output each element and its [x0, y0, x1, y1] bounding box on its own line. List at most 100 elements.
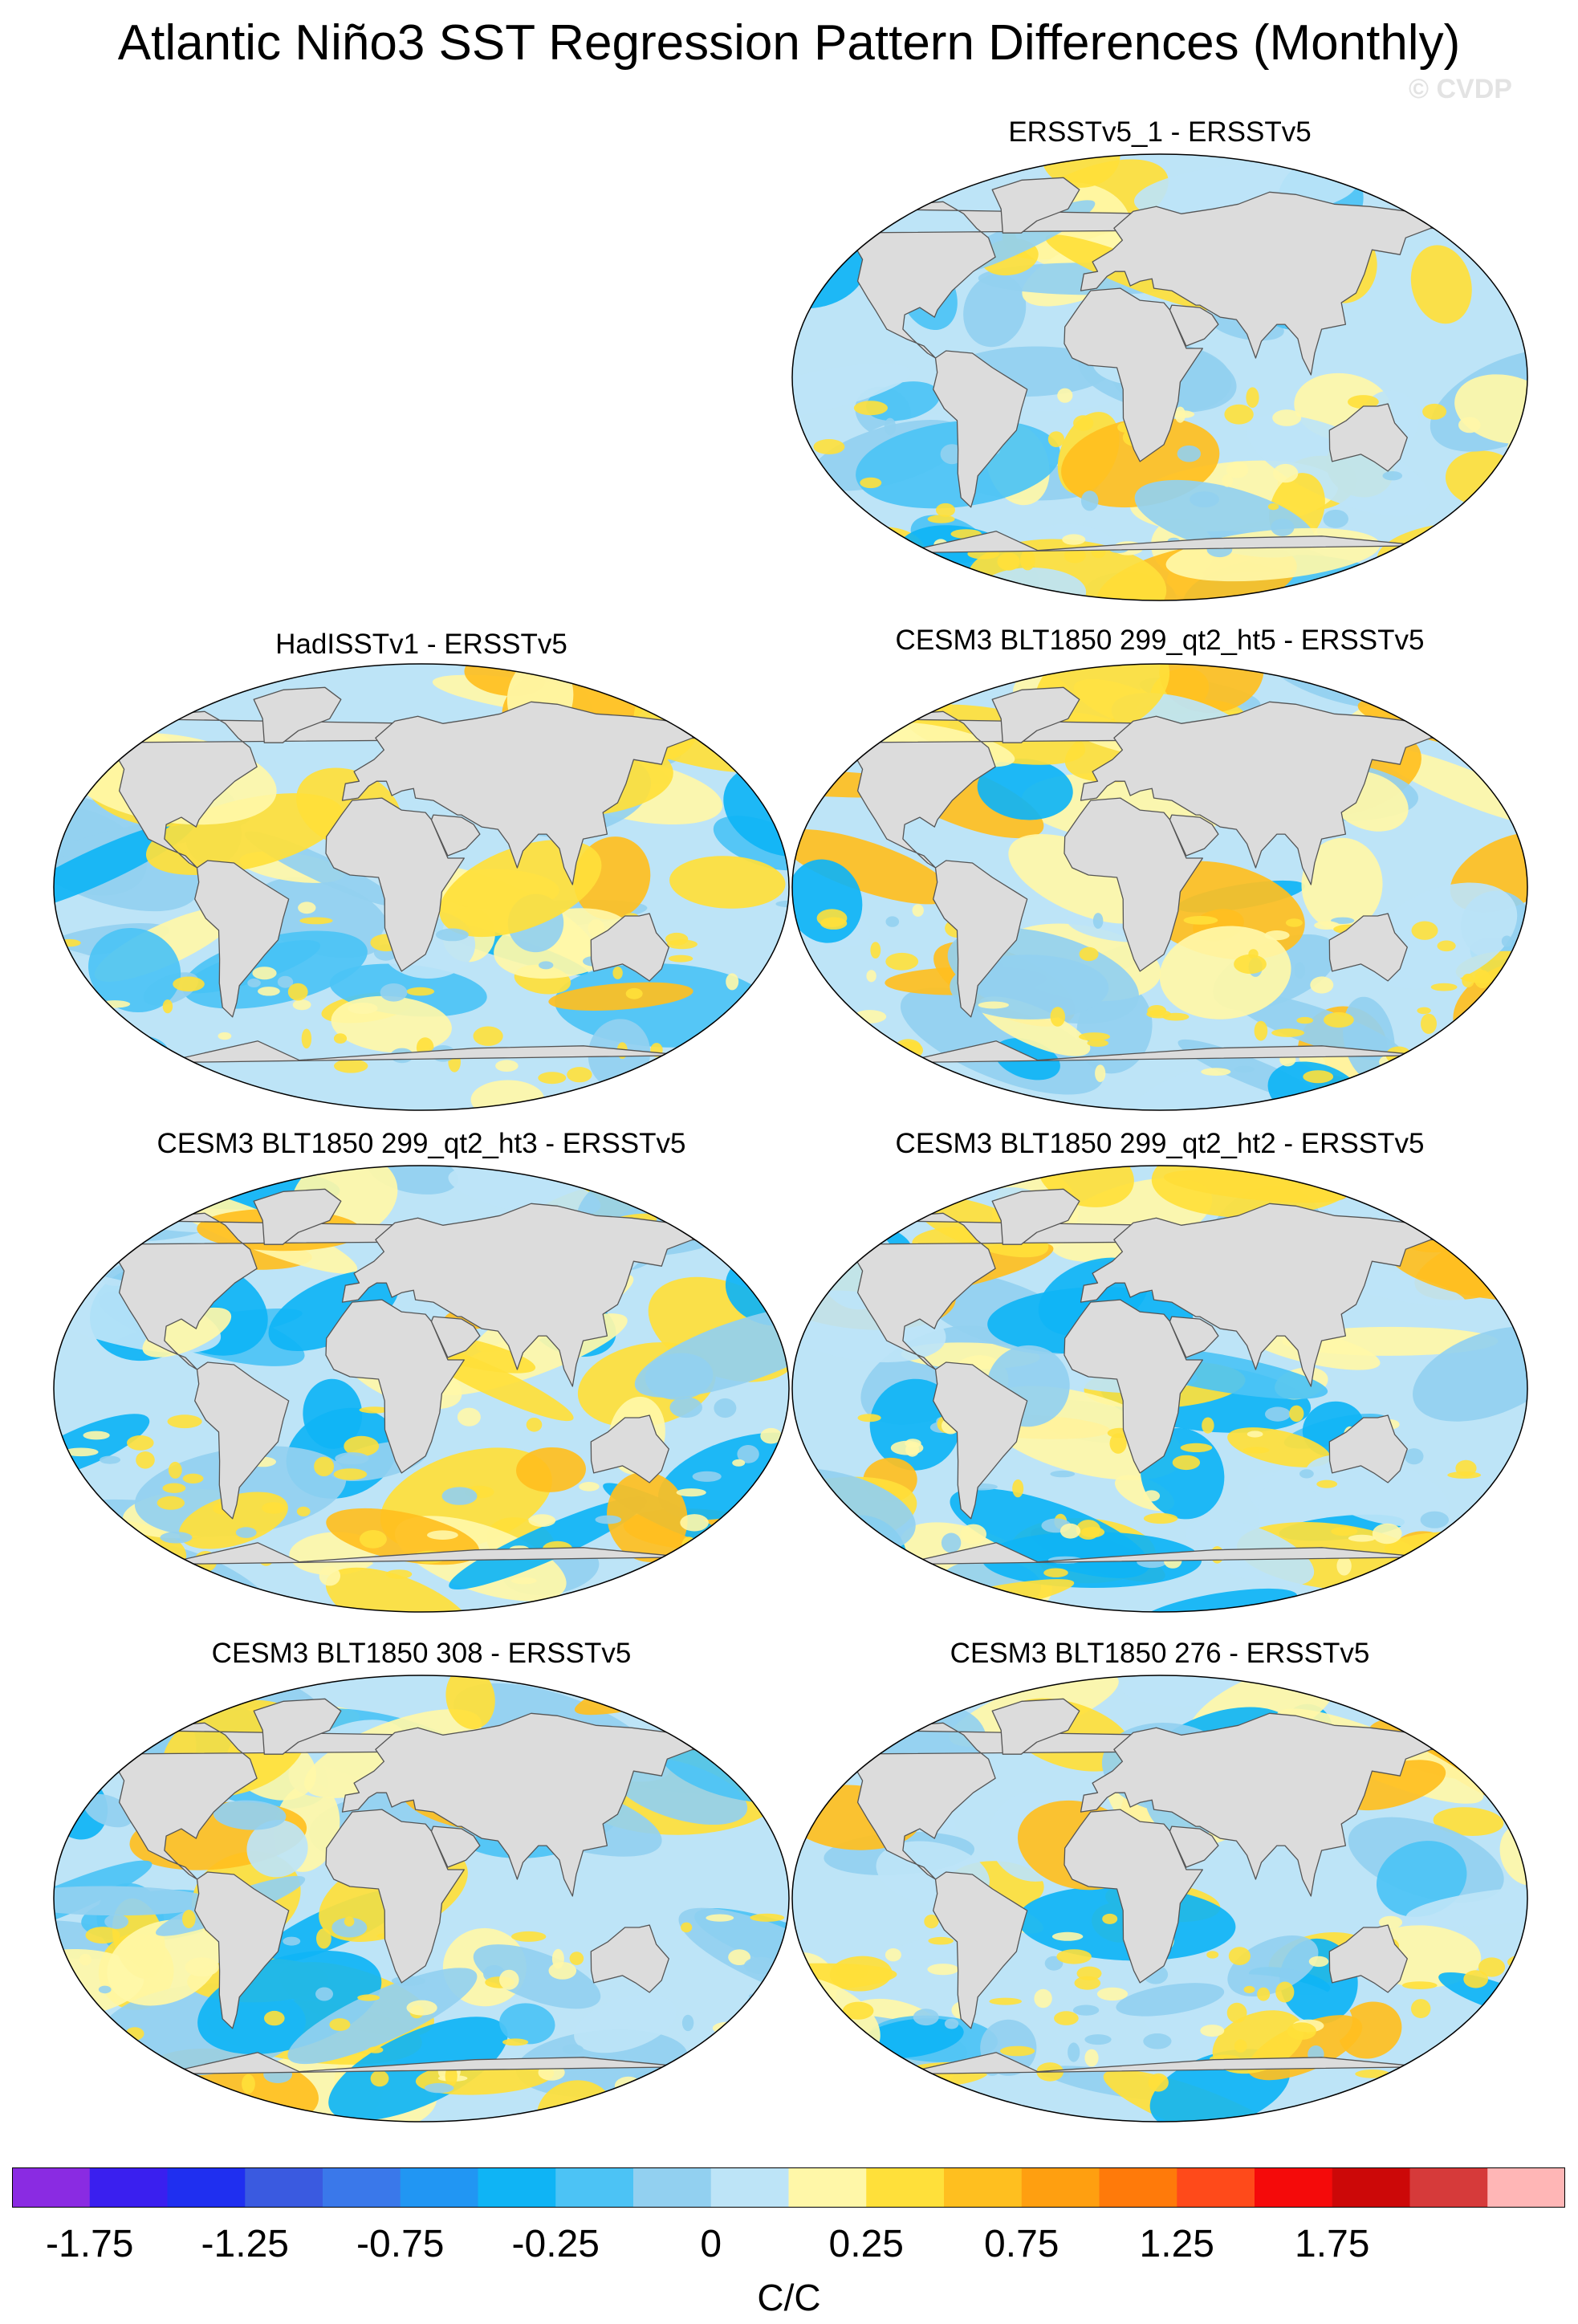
contour-speckle	[1299, 1469, 1314, 1479]
contour-region	[792, 1166, 950, 1186]
contour-speckle	[912, 904, 924, 917]
contour-speckle	[693, 1074, 709, 1084]
land-arabia	[1169, 1316, 1219, 1358]
contour-speckle	[85, 1927, 120, 1944]
land-north-america	[87, 710, 725, 869]
contour-speckle	[1047, 431, 1064, 447]
contour-speckle	[843, 1021, 869, 1032]
land-arabia	[1169, 814, 1219, 857]
contour-speckle	[1348, 395, 1379, 409]
colorbar-box	[400, 2167, 478, 2208]
contour-speckle	[775, 900, 789, 908]
contour-region	[1376, 1841, 1467, 1917]
contour-speckle	[944, 2018, 959, 2029]
contour-speckle	[1455, 1459, 1477, 1477]
contour-region	[1159, 926, 1291, 1020]
land-africa	[325, 1809, 465, 1984]
contour-speckle	[1478, 1957, 1506, 1977]
colorbar-units: C/C	[757, 2277, 821, 2318]
contour-speckle	[1200, 2025, 1225, 2037]
contour-speckle	[799, 1532, 812, 1541]
contour-speckle	[1402, 1981, 1438, 1989]
contour-speckle	[1092, 913, 1104, 929]
colorbar-box	[1021, 2167, 1100, 2208]
contour-speckle	[681, 1557, 717, 1569]
contour-speckle	[334, 1059, 368, 1073]
contour-speckle	[502, 2038, 529, 2046]
contour-speckle	[857, 1414, 881, 1422]
contour-speckle	[539, 961, 554, 970]
contour-region	[1480, 1182, 1527, 1225]
contour-speckle	[445, 2066, 458, 2086]
contour-speckle	[1148, 2073, 1169, 2092]
contour-region	[1301, 837, 1383, 931]
contour-speckle	[924, 1915, 939, 1929]
contour-speckle	[1084, 2034, 1112, 2045]
contour-speckle	[1348, 1534, 1376, 1542]
contour-speckle	[1206, 1951, 1219, 1959]
contour-speckle	[301, 1028, 312, 1049]
map-svg-6	[53, 1675, 790, 2123]
contour-speckle	[1000, 2045, 1035, 2057]
contour-speckle	[1272, 409, 1302, 426]
contour-speckle	[880, 528, 900, 548]
contour-speckle	[860, 477, 882, 489]
contour-speckle	[726, 1576, 761, 1584]
contour-speckle	[1303, 1070, 1334, 1084]
contour-speckle	[1057, 388, 1073, 403]
contour-region	[977, 758, 1073, 820]
contour-speckle	[63, 1447, 99, 1457]
land-arabia	[1169, 304, 1219, 347]
land-greenland	[991, 1188, 1080, 1245]
colorbar-box	[323, 2167, 401, 2208]
contour-region	[641, 1166, 753, 1209]
contour-speckle	[625, 987, 643, 999]
land-africa	[1064, 797, 1203, 972]
contour-speckle	[1234, 954, 1267, 975]
contour-speckle	[1102, 1913, 1118, 1924]
contour-speckle	[335, 1452, 369, 1465]
contour-region	[54, 1034, 115, 1084]
contour-speckle	[116, 1552, 130, 1566]
contour-speckle	[718, 2030, 739, 2050]
map-border	[791, 1165, 1528, 1613]
land-arabia	[430, 814, 481, 857]
contour-speckle	[676, 1488, 706, 1497]
contour-speckle	[752, 1571, 772, 1578]
contour-speckle	[914, 1064, 932, 1072]
contour-speckle	[1073, 415, 1094, 431]
contour-speckle	[127, 1435, 154, 1451]
land-eurasia	[341, 1203, 693, 1387]
land-australia	[1328, 403, 1408, 472]
contour-region	[1486, 204, 1527, 230]
contour-speckle	[722, 1538, 743, 1553]
land-australia	[590, 1924, 669, 1993]
contour-region	[906, 154, 960, 197]
contour-speckle	[157, 1496, 185, 1510]
contour-speckle	[1391, 551, 1413, 559]
contour-speckle	[751, 2076, 775, 2091]
land-greenland	[991, 177, 1080, 234]
contour-region	[54, 664, 177, 714]
contour-speckle	[913, 2009, 939, 2026]
contour-speckle	[1059, 1523, 1081, 1539]
contour-speckle	[714, 1398, 737, 1418]
land-eurasia	[341, 1712, 693, 1897]
contour-speckle	[380, 983, 408, 1002]
contour-region	[1433, 1807, 1504, 1836]
contour-speckle	[94, 1556, 116, 1565]
contour-speckle	[68, 2043, 91, 2052]
contour-speckle	[1080, 1527, 1105, 1538]
colorbar-label: 0.25	[828, 2223, 904, 2265]
colorbar	[12, 2167, 1565, 2208]
contour-speckle	[692, 1471, 722, 1482]
contour-region	[792, 363, 911, 420]
contour-region	[792, 154, 824, 212]
contour-speckle	[1109, 1433, 1127, 1454]
contour-speckle	[1404, 1448, 1424, 1465]
contour-speckle	[1314, 921, 1340, 930]
colorbar-box	[167, 2167, 246, 2208]
map-border	[53, 1165, 790, 1613]
contour-speckle	[562, 2044, 584, 2054]
contour-speckle	[792, 1035, 813, 1049]
